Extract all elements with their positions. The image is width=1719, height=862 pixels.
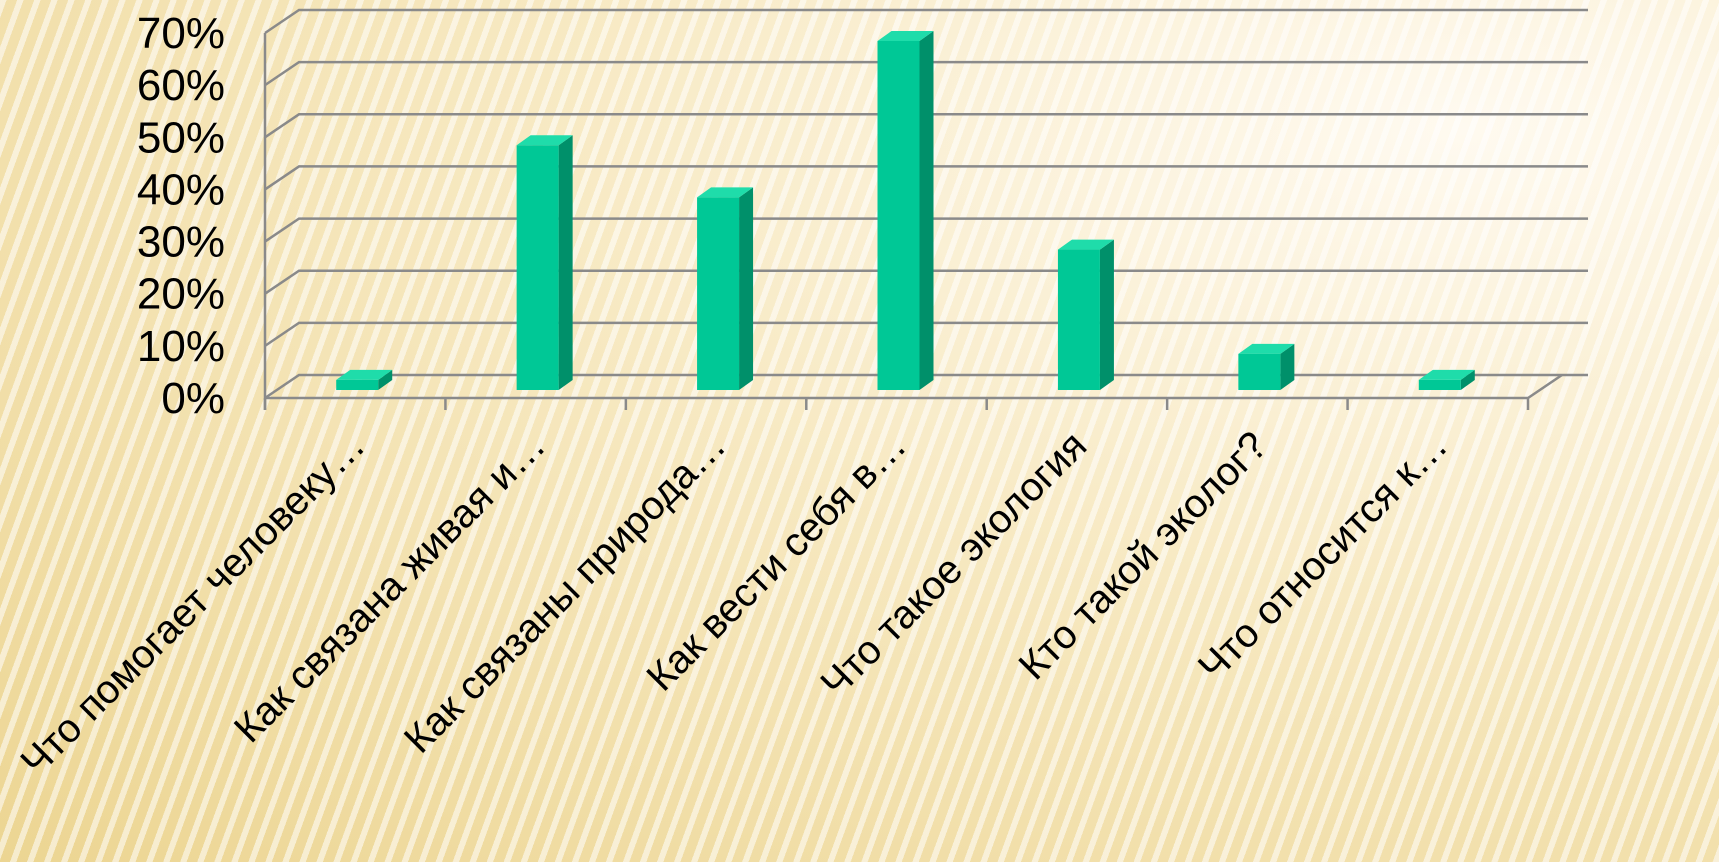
bar [1057,239,1114,390]
bar [1418,369,1475,390]
bar-top-face [1418,369,1475,380]
bar-front-face [516,145,559,390]
gridline [264,165,1588,191]
chart-bars [336,31,1475,390]
bar-top-face [697,187,754,198]
bar-side-face [1460,369,1475,390]
bar-top-face [1238,343,1295,354]
bar-front-face [877,41,920,390]
gridline [264,269,1588,295]
chart-gridlines [264,8,1588,400]
x-category-label: Как связаны природа… [396,423,734,761]
gridline [264,217,1588,243]
y-tick-label: 60% [137,61,225,110]
bar [697,187,754,390]
bar-side-face [1280,343,1295,390]
bar-side-face [1099,239,1114,390]
y-tick-label: 40% [137,165,225,214]
bar-front-face [336,379,379,390]
y-axis-tick-labels: 0%10%20%30%40%50%60%70% [137,9,225,423]
gridline [264,8,1588,35]
y-tick-label: 10% [137,322,225,371]
y-tick-label: 70% [137,9,225,58]
bar [1238,343,1295,390]
bar-front-face [1418,379,1461,390]
y-tick-label: 0% [161,374,225,423]
y-tick-label: 30% [137,218,225,267]
bar-top-face [877,31,934,41]
bar-front-face [1057,249,1100,390]
gridline [264,60,1588,87]
bar-top-face [336,369,393,380]
bar-side-face [739,187,754,390]
x-category-label: Как связана живая и… [226,423,554,751]
bar [516,135,573,390]
gridline [264,373,1588,400]
bar [877,31,934,390]
y-tick-label: 50% [137,113,225,162]
y-tick-label: 20% [137,270,225,319]
bar-side-face [378,369,393,390]
bar-top-face [516,135,573,146]
x-axis-category-labels: Что помогает человеку…Как связана живая … [13,423,1457,784]
bar [336,369,393,390]
gridline [264,113,1588,139]
bar-front-face [1238,353,1281,390]
bar-top-face [1057,239,1114,250]
chart-axes [263,33,1563,410]
bar-front-face [697,197,740,390]
bar-side-face [919,31,934,390]
x-category-label: Что помогает человеку… [13,423,374,784]
gridline [264,321,1588,347]
bar-side-face [558,135,573,390]
